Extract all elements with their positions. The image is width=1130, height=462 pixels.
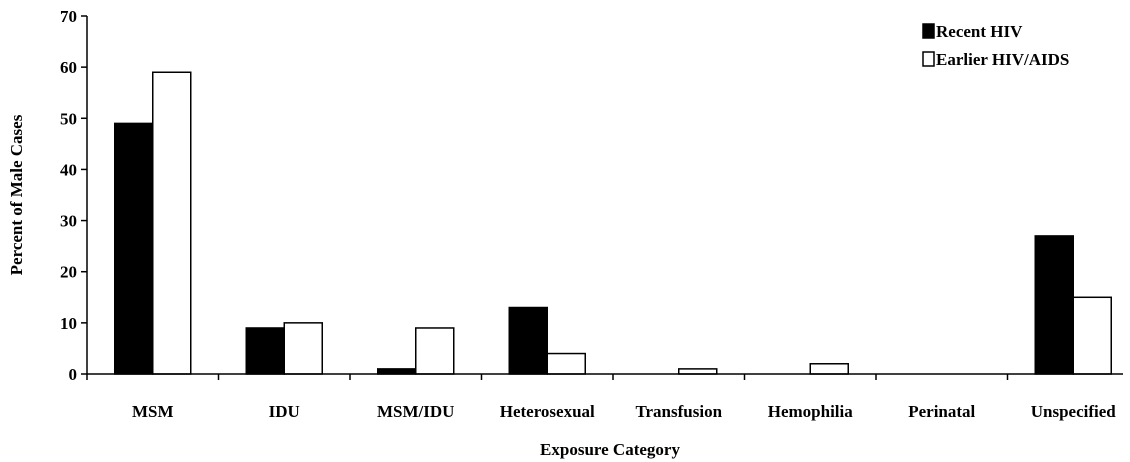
y-axis: 0 10 20 30 40 50 60 70 xyxy=(60,7,88,384)
bar-earlier-hiv-aids xyxy=(415,327,455,375)
y-tick-label: 10 xyxy=(60,314,77,333)
category-label: Transfusion xyxy=(635,402,722,421)
bar-recent-hiv xyxy=(114,122,154,375)
category-label: Perinatal xyxy=(908,402,975,421)
category-label: MSM/IDU xyxy=(377,402,454,421)
legend-swatch xyxy=(922,51,935,67)
legend: Recent HIV Earlier HIV/AIDS xyxy=(922,22,1069,69)
y-tick-label: 40 xyxy=(60,160,77,179)
y-tick-label: 30 xyxy=(60,212,77,231)
bar-earlier-hiv-aids xyxy=(152,71,192,375)
bars xyxy=(114,71,1112,375)
bar-recent-hiv xyxy=(377,368,417,375)
y-axis-title: Percent of Male Cases xyxy=(7,114,26,275)
bar-earlier-hiv-aids xyxy=(283,322,323,375)
y-tick-label: 0 xyxy=(69,365,78,384)
legend-swatch xyxy=(922,23,935,39)
category-label: Unspecified xyxy=(1031,402,1117,421)
bar-earlier-hiv-aids xyxy=(546,352,586,375)
legend-label: Recent HIV xyxy=(936,22,1023,41)
x-axis: MSM IDU MSM/IDU Heterosexual Transfusion Hemo… xyxy=(86,373,1123,421)
y-tick-label: 70 xyxy=(60,7,77,26)
legend-label: Earlier HIV/AIDS xyxy=(936,50,1069,69)
y-axis-title-group: Percent of Male Cases xyxy=(7,114,26,275)
category-label: MSM xyxy=(132,402,174,421)
category-label: Hemophilia xyxy=(768,402,854,421)
category-label: Heterosexual xyxy=(500,402,595,421)
bar-recent-hiv xyxy=(508,306,548,375)
bar-recent-hiv xyxy=(1034,235,1074,375)
bar-earlier-hiv-aids xyxy=(809,363,849,375)
bar-earlier-hiv-aids xyxy=(1072,296,1112,375)
category-label: IDU xyxy=(269,402,300,421)
y-tick-label: 60 xyxy=(60,58,77,77)
bar-earlier-hiv-aids xyxy=(678,368,718,375)
y-tick-label: 50 xyxy=(60,109,77,128)
x-axis-title: Exposure Category xyxy=(540,440,680,459)
bar-recent-hiv xyxy=(245,327,285,375)
y-tick-label: 20 xyxy=(60,263,77,282)
